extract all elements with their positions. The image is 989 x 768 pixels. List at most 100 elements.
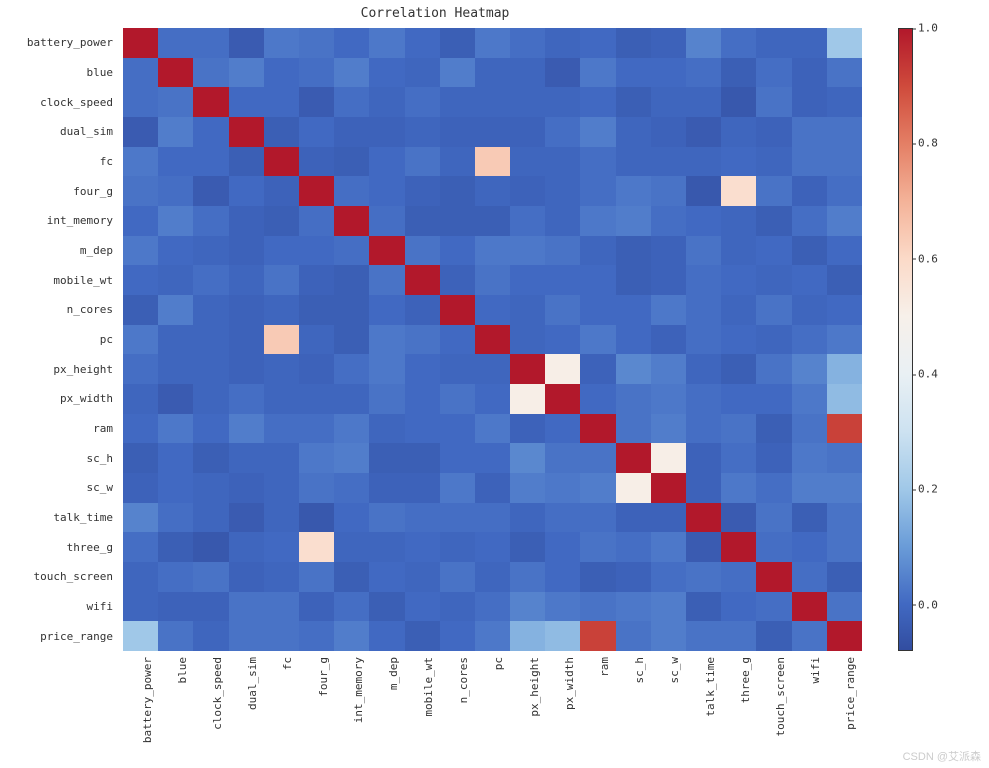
heatmap-cell xyxy=(510,384,545,414)
heatmap-cell xyxy=(369,414,404,444)
x-axis-label: n_cores xyxy=(440,655,475,755)
heatmap-cell xyxy=(123,503,158,533)
heatmap-cell xyxy=(440,621,475,651)
heatmap-cell xyxy=(686,414,721,444)
heatmap-cell xyxy=(440,503,475,533)
heatmap-cell xyxy=(616,147,651,177)
heatmap-cell xyxy=(686,28,721,58)
heatmap-cell xyxy=(334,28,369,58)
heatmap-cell xyxy=(405,503,440,533)
heatmap-cell xyxy=(756,592,791,622)
heatmap-cell xyxy=(475,325,510,355)
heatmap-cell xyxy=(545,147,580,177)
colorbar-tick-label: 0.6 xyxy=(918,252,938,265)
heatmap-cell xyxy=(158,443,193,473)
heatmap-cell xyxy=(686,87,721,117)
heatmap-cell xyxy=(158,503,193,533)
heatmap-cell xyxy=(475,354,510,384)
heatmap-cell xyxy=(158,295,193,325)
heatmap-cell xyxy=(475,443,510,473)
x-axis-label: fc xyxy=(264,655,299,755)
heatmap-cell xyxy=(616,325,651,355)
heatmap-cell xyxy=(827,87,862,117)
heatmap-cell xyxy=(651,117,686,147)
heatmap-cell xyxy=(229,117,264,147)
heatmap-cell xyxy=(299,28,334,58)
heatmap-cell xyxy=(616,621,651,651)
heatmap-cell xyxy=(545,265,580,295)
heatmap-cell xyxy=(756,236,791,266)
colorbar-tick-label: 0.2 xyxy=(918,483,938,496)
heatmap-cell xyxy=(616,443,651,473)
heatmap-cell xyxy=(440,265,475,295)
heatmap-cell xyxy=(158,325,193,355)
heatmap-cell xyxy=(721,354,756,384)
heatmap-cell xyxy=(229,503,264,533)
y-axis-label: clock_speed xyxy=(0,87,118,117)
heatmap-cell xyxy=(229,147,264,177)
heatmap-cell xyxy=(334,147,369,177)
colorbar-ticks: 0.00.20.40.60.81.0 xyxy=(918,28,958,651)
heatmap-cell xyxy=(123,117,158,147)
heatmap-cell xyxy=(369,117,404,147)
x-axis-label: sc_w xyxy=(651,655,686,755)
heatmap-cell xyxy=(334,592,369,622)
heatmap-cell xyxy=(158,147,193,177)
heatmap-cell xyxy=(123,384,158,414)
heatmap-cell xyxy=(792,473,827,503)
heatmap-cell xyxy=(405,28,440,58)
heatmap-cell xyxy=(475,384,510,414)
heatmap-cell xyxy=(827,414,862,444)
watermark-text: CSDN @艾派森 xyxy=(903,748,981,764)
heatmap-cell xyxy=(580,443,615,473)
heatmap-cell xyxy=(792,147,827,177)
heatmap-cell xyxy=(440,28,475,58)
y-axis-label: touch_screen xyxy=(0,562,118,592)
heatmap-cell xyxy=(264,87,299,117)
heatmap-cell xyxy=(475,147,510,177)
x-axis-label: sc_h xyxy=(616,655,651,755)
heatmap-cell xyxy=(369,147,404,177)
heatmap-cell xyxy=(369,443,404,473)
heatmap-cell xyxy=(686,325,721,355)
heatmap-cell xyxy=(651,265,686,295)
heatmap-cell xyxy=(299,265,334,295)
heatmap-cell xyxy=(440,117,475,147)
heatmap-cell xyxy=(651,414,686,444)
heatmap-cell xyxy=(616,28,651,58)
heatmap-cell xyxy=(721,384,756,414)
heatmap-cell xyxy=(721,206,756,236)
heatmap-cell xyxy=(580,503,615,533)
heatmap-cell xyxy=(264,503,299,533)
heatmap-cell xyxy=(123,443,158,473)
heatmap-cell xyxy=(264,443,299,473)
heatmap-cell xyxy=(123,354,158,384)
heatmap-cell xyxy=(827,532,862,562)
heatmap-cell xyxy=(123,325,158,355)
heatmap-cell xyxy=(193,532,228,562)
heatmap-cell xyxy=(580,414,615,444)
heatmap-cell xyxy=(721,503,756,533)
heatmap-cell xyxy=(651,58,686,88)
heatmap-cell xyxy=(123,236,158,266)
heatmap-cell xyxy=(686,147,721,177)
heatmap-cell xyxy=(475,592,510,622)
colorbar-tick-label: 0.0 xyxy=(918,598,938,611)
heatmap-cell xyxy=(334,236,369,266)
heatmap-cell xyxy=(405,562,440,592)
heatmap-cell xyxy=(475,28,510,58)
heatmap-cell xyxy=(264,473,299,503)
heatmap-cell xyxy=(229,414,264,444)
heatmap-cell xyxy=(721,117,756,147)
heatmap-cell xyxy=(721,265,756,295)
heatmap-cell xyxy=(686,473,721,503)
heatmap-cell xyxy=(686,117,721,147)
y-axis-label: n_cores xyxy=(0,295,118,325)
heatmap-cell xyxy=(545,414,580,444)
heatmap-cell xyxy=(123,532,158,562)
heatmap-cell xyxy=(334,473,369,503)
heatmap-cell xyxy=(229,592,264,622)
heatmap-cell xyxy=(580,236,615,266)
heatmap-cell xyxy=(792,265,827,295)
heatmap-cell xyxy=(792,28,827,58)
